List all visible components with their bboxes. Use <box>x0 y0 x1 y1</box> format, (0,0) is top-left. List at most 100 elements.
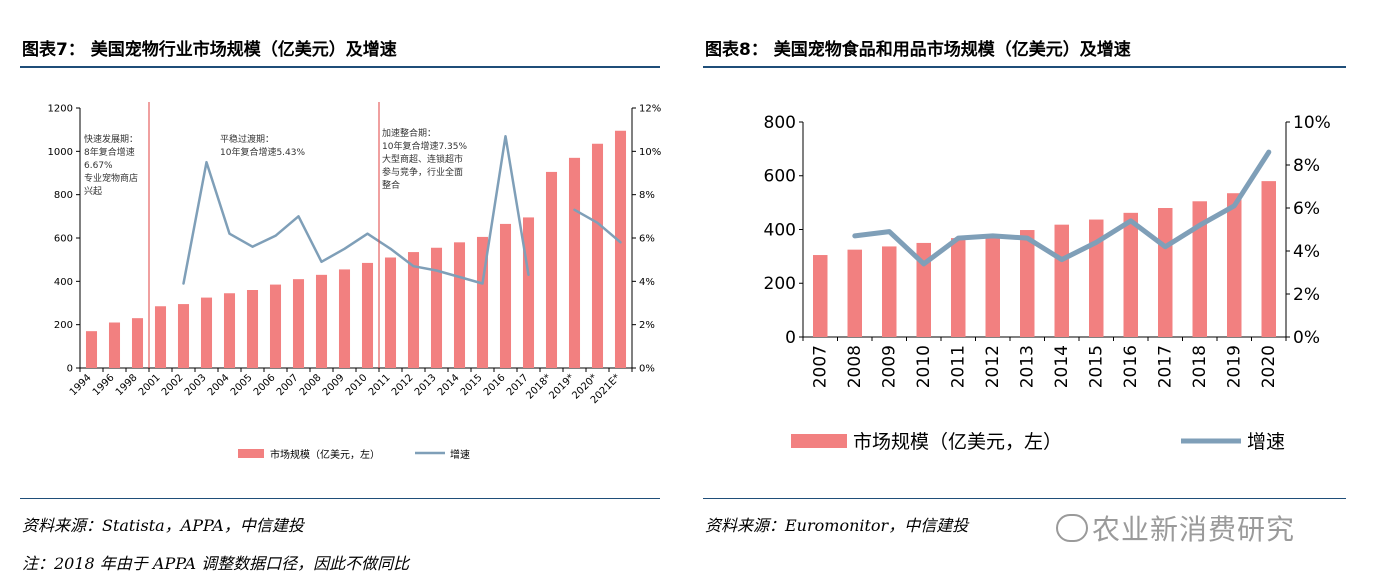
right-source: 资料来源：Euromonitor，中信建投 <box>705 516 969 535</box>
x-tick-label: 2013 <box>413 372 439 398</box>
x-tick-label: 2002 <box>160 372 186 398</box>
y-tick-label-left: 200 <box>54 320 73 331</box>
bar <box>1089 219 1104 337</box>
x-tick-label: 2010 <box>914 345 934 388</box>
y-tick-label-right: 4% <box>639 277 655 288</box>
x-tick-label: 1996 <box>91 372 117 398</box>
x-tick-label: 1994 <box>68 372 94 398</box>
bar <box>522 217 535 368</box>
x-tick-label: 2008 <box>845 345 865 388</box>
period-annotation: 10年复合增速5.43% <box>220 146 305 158</box>
y-tick-label-right: 8% <box>639 190 655 201</box>
period-annotation: 参与竞争，行业全面 <box>382 166 463 178</box>
y-tick-label-right: 6% <box>639 234 655 245</box>
bar <box>292 279 305 368</box>
bar <box>499 223 512 368</box>
y-tick-label-right: 2% <box>1293 285 1320 305</box>
left-chart-title: 图表7： 美国宠物行业市场规模（亿美元）及增速 <box>22 40 397 60</box>
y-tick-label-right: 10% <box>1293 113 1331 133</box>
y-tick-label-left: 600 <box>764 167 796 187</box>
bar <box>154 306 167 368</box>
legend-line-label: 增速 <box>1247 431 1285 453</box>
x-tick-label: 2012 <box>983 345 1003 388</box>
x-tick-label: 2013 <box>1017 345 1037 388</box>
x-tick-label: 2011 <box>948 345 968 388</box>
bar <box>131 318 144 368</box>
x-tick-label: 2014 <box>436 372 462 398</box>
x-tick-label: 2007 <box>810 345 830 388</box>
y-tick-label-right: 4% <box>1293 242 1320 262</box>
y-tick-label-right: 0% <box>1293 328 1320 348</box>
x-tick-label: 2017 <box>1155 345 1175 388</box>
period-annotation: 大型商超、连锁超市 <box>382 153 463 165</box>
y-tick-label-right: 12% <box>639 104 661 115</box>
bar <box>85 331 98 368</box>
x-tick-label: 2015 <box>1086 345 1106 388</box>
bar <box>269 284 282 368</box>
period-annotation: 加速整合期： <box>382 127 436 139</box>
period-annotation: 兴起 <box>84 186 102 197</box>
period-annotation: 10年复合增速7.35% <box>382 140 467 152</box>
bar <box>476 236 489 368</box>
bar <box>315 274 328 368</box>
bar <box>200 297 213 368</box>
growth-line <box>573 208 622 244</box>
x-tick-label: 2001 <box>137 372 163 398</box>
bar <box>1054 224 1069 337</box>
y-tick-label-left: 1200 <box>48 104 73 115</box>
period-annotation: 8年复合增速 <box>84 146 135 158</box>
bar <box>1261 181 1276 337</box>
bar <box>1227 193 1242 337</box>
x-tick-label: 2014 <box>1052 345 1072 388</box>
y-tick-label-left: 1000 <box>48 147 73 158</box>
bar <box>882 246 897 337</box>
period-annotation: 6.67% <box>84 161 113 171</box>
x-tick-label: 2018* <box>524 372 553 401</box>
y-tick-label-left: 0 <box>67 364 73 375</box>
bar <box>108 322 121 368</box>
x-tick-label: 2015 <box>459 372 485 398</box>
left-title-rule <box>20 66 660 68</box>
y-tick-label-left: 400 <box>54 277 73 288</box>
bar <box>951 238 966 337</box>
bar <box>1192 201 1207 337</box>
bar <box>591 143 604 368</box>
bar <box>1123 212 1138 337</box>
x-tick-label: 2009 <box>879 345 899 388</box>
x-tick-label: 1998 <box>114 372 140 398</box>
x-tick-label: 2010 <box>344 372 370 398</box>
legend-bar-swatch <box>238 449 264 458</box>
right-title-rule <box>703 66 1346 68</box>
y-tick-label-left: 200 <box>764 274 796 294</box>
right-chart: 0 200 400 600 800 0% 2% 4% 6% 8% 10% 2007 2008 2009 20… <box>764 113 1331 453</box>
x-tick-label: 2009 <box>321 372 347 398</box>
growth-line <box>852 149 1272 267</box>
y-tick-label-left: 800 <box>764 113 796 133</box>
y-tick-label-left: 800 <box>54 190 73 201</box>
right-footer-rule <box>703 498 1346 499</box>
x-tick-label: 2016 <box>482 372 508 398</box>
x-tick-label: 2018 <box>1190 345 1210 388</box>
bar <box>246 290 259 368</box>
x-tick-label: 2004 <box>206 372 232 398</box>
y-tick-label-left: 600 <box>54 234 73 245</box>
period-annotation: 专业宠物商店 <box>84 172 138 184</box>
bar <box>177 304 190 368</box>
x-tick-label: 2007 <box>275 372 301 398</box>
y-tick-label-left: 400 <box>764 220 796 240</box>
period-annotation: 平稳过渡期： <box>220 133 274 145</box>
x-tick-label: 2019* <box>547 372 576 401</box>
wechat-icon <box>1056 514 1088 542</box>
growth-line <box>182 134 530 285</box>
bar <box>614 130 627 368</box>
x-tick-label: 2006 <box>252 372 278 398</box>
watermark: 农业新消费研究 <box>1092 513 1296 546</box>
bar <box>361 262 374 368</box>
y-tick-label-right: 0% <box>639 364 655 375</box>
left-footer-rule <box>20 498 660 499</box>
legend-bar-label: 市场规模（亿美元，左） <box>270 448 380 461</box>
x-tick-label: 2003 <box>183 372 209 398</box>
y-tick-label-right: 6% <box>1293 199 1320 219</box>
y-tick-label-right: 2% <box>639 320 655 331</box>
bar <box>813 255 828 337</box>
